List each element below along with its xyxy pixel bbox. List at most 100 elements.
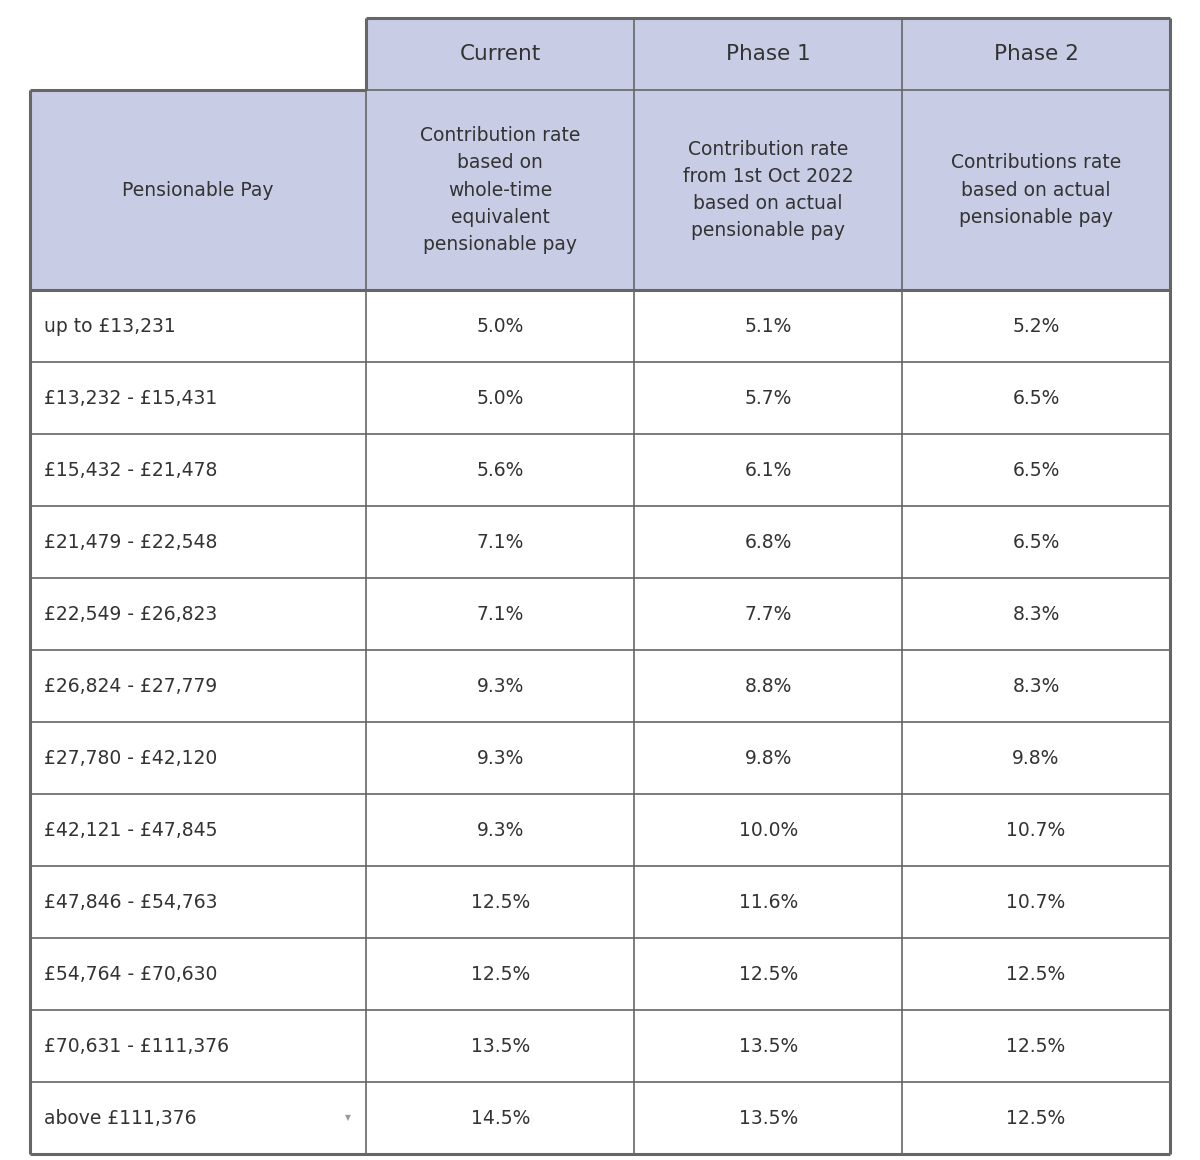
Text: 5.7%: 5.7% [744, 389, 792, 407]
Text: £21,479 - £22,548: £21,479 - £22,548 [44, 532, 217, 551]
Text: 9.3%: 9.3% [476, 820, 524, 840]
Text: 9.8%: 9.8% [744, 748, 792, 768]
Bar [366, 90, 634, 290]
Text: 7.1%: 7.1% [476, 532, 524, 551]
Text: 12.5%: 12.5% [1007, 1037, 1066, 1056]
Text: 5.1%: 5.1% [744, 317, 792, 335]
Bar [634, 506, 902, 578]
Text: 9.8%: 9.8% [1013, 748, 1060, 768]
Text: 12.5%: 12.5% [738, 964, 798, 984]
Bar [902, 1010, 1170, 1082]
Bar [30, 793, 366, 867]
Text: 13.5%: 13.5% [470, 1037, 530, 1056]
Bar [30, 434, 366, 506]
Text: Contributions rate
based on actual
pensionable pay: Contributions rate based on actual pensi… [950, 153, 1121, 226]
Text: 12.5%: 12.5% [470, 964, 530, 984]
Bar [366, 290, 634, 362]
Bar [634, 290, 902, 362]
Bar [30, 90, 366, 290]
Text: Phase 1: Phase 1 [726, 44, 810, 64]
Bar [366, 722, 634, 793]
Text: 6.1%: 6.1% [744, 461, 792, 479]
Text: Pensionable Pay: Pensionable Pay [122, 181, 274, 200]
Bar [634, 1082, 902, 1154]
Text: £70,631 - £111,376: £70,631 - £111,376 [44, 1037, 229, 1056]
Bar [30, 867, 366, 938]
Text: 9.3%: 9.3% [476, 748, 524, 768]
Bar [30, 578, 366, 650]
Text: Phase 2: Phase 2 [994, 44, 1079, 64]
Bar [902, 867, 1170, 938]
Bar [366, 434, 634, 506]
Bar [634, 90, 902, 290]
Text: ▼: ▼ [346, 1114, 352, 1123]
Text: Contribution rate
based on
whole-time
equivalent
pensionable pay: Contribution rate based on whole-time eq… [420, 126, 581, 254]
Text: Current: Current [460, 44, 541, 64]
Text: 6.5%: 6.5% [1013, 389, 1060, 407]
Bar [634, 434, 902, 506]
Text: 8.3%: 8.3% [1013, 604, 1060, 624]
Bar [634, 867, 902, 938]
Text: 12.5%: 12.5% [470, 892, 530, 912]
Bar [366, 867, 634, 938]
Bar [902, 1082, 1170, 1154]
Bar [902, 650, 1170, 722]
Bar [902, 290, 1170, 362]
Bar [634, 650, 902, 722]
Text: £27,780 - £42,120: £27,780 - £42,120 [44, 748, 217, 768]
Bar [366, 1082, 634, 1154]
Bar [366, 1010, 634, 1082]
Bar [366, 19, 634, 90]
Bar [366, 362, 634, 434]
Text: 13.5%: 13.5% [738, 1037, 798, 1056]
Text: 10.0%: 10.0% [738, 820, 798, 840]
Text: above £111,376: above £111,376 [44, 1109, 197, 1128]
Text: 14.5%: 14.5% [470, 1109, 530, 1128]
Text: 5.6%: 5.6% [476, 461, 524, 479]
Text: 6.5%: 6.5% [1013, 532, 1060, 551]
Bar [30, 506, 366, 578]
Bar [30, 938, 366, 1010]
Bar [30, 722, 366, 793]
Text: 10.7%: 10.7% [1007, 892, 1066, 912]
Text: £22,549 - £26,823: £22,549 - £26,823 [44, 604, 217, 624]
Text: 12.5%: 12.5% [1007, 1109, 1066, 1128]
Text: 12.5%: 12.5% [1007, 964, 1066, 984]
Text: £15,432 - £21,478: £15,432 - £21,478 [44, 461, 217, 479]
Bar [902, 19, 1170, 90]
Bar [634, 1010, 902, 1082]
Text: 6.5%: 6.5% [1013, 461, 1060, 479]
Text: 9.3%: 9.3% [476, 676, 524, 696]
Text: 10.7%: 10.7% [1007, 820, 1066, 840]
Text: £54,764 - £70,630: £54,764 - £70,630 [44, 964, 217, 984]
Text: £26,824 - £27,779: £26,824 - £27,779 [44, 676, 217, 696]
Text: 8.3%: 8.3% [1013, 676, 1060, 696]
Text: 13.5%: 13.5% [738, 1109, 798, 1128]
Bar [366, 578, 634, 650]
Bar [902, 506, 1170, 578]
Bar [634, 19, 902, 90]
Text: 8.8%: 8.8% [744, 676, 792, 696]
Text: £42,121 - £47,845: £42,121 - £47,845 [44, 820, 217, 840]
Text: 6.8%: 6.8% [744, 532, 792, 551]
Bar [902, 434, 1170, 506]
Bar [902, 90, 1170, 290]
Text: 7.7%: 7.7% [744, 604, 792, 624]
Bar [366, 793, 634, 867]
Bar [902, 362, 1170, 434]
Bar [366, 938, 634, 1010]
Bar [902, 793, 1170, 867]
Text: 11.6%: 11.6% [738, 892, 798, 912]
Bar [634, 362, 902, 434]
Bar [366, 650, 634, 722]
Text: up to £13,231: up to £13,231 [44, 317, 175, 335]
Text: £47,846 - £54,763: £47,846 - £54,763 [44, 892, 217, 912]
Bar [902, 578, 1170, 650]
Bar [902, 938, 1170, 1010]
Bar [634, 722, 902, 793]
Bar [634, 578, 902, 650]
Bar [366, 506, 634, 578]
Text: £13,232 - £15,431: £13,232 - £15,431 [44, 389, 217, 407]
Text: 7.1%: 7.1% [476, 604, 524, 624]
Text: Contribution rate
from 1st Oct 2022
based on actual
pensionable pay: Contribution rate from 1st Oct 2022 base… [683, 139, 853, 240]
